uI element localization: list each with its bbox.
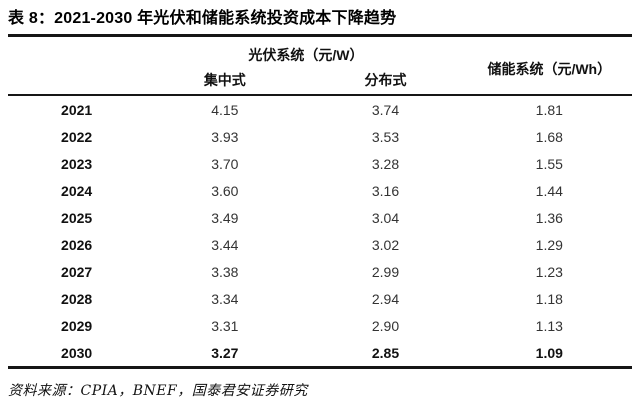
table-row: 2029 3.31 2.90 1.13	[8, 312, 632, 339]
year-cell: 2030	[61, 344, 93, 361]
year-cell: 2029	[61, 317, 93, 334]
centralized-value-cell: 3.38	[211, 263, 239, 280]
distributed-value-cell: 3.74	[371, 101, 400, 118]
distributed-value-cell: 3.28	[371, 155, 400, 172]
distributed-value-cell: 2.85	[371, 344, 400, 361]
distributed-value-cell: 2.99	[371, 263, 400, 280]
year-cell: 2027	[61, 263, 93, 280]
table-row: 2030 3.27 2.85 1.09	[8, 339, 632, 366]
distributed-value-cell: 3.53	[371, 128, 400, 145]
year-cell: 2021	[61, 101, 93, 118]
centralized-value-cell: 3.44	[211, 236, 239, 253]
centralized-value-cell: 3.93	[211, 128, 239, 145]
header-storage-system: 储能系统（元/Wh）	[487, 60, 612, 77]
centralized-value-cell: 4.15	[211, 101, 239, 118]
centralized-value-cell: 3.49	[211, 209, 239, 226]
storage-value-cell: 1.68	[535, 128, 563, 145]
table-row: 2024 3.60 3.16 1.44	[8, 177, 632, 204]
distributed-value-cell: 2.90	[371, 317, 400, 334]
storage-value-cell: 1.81	[535, 101, 563, 118]
header-centralized: 集中式	[203, 72, 246, 88]
year-cell: 2023	[61, 155, 93, 172]
table-row: 2026 3.44 3.02 1.29	[8, 231, 632, 258]
table-row: 2022 3.93 3.53 1.68	[8, 123, 632, 150]
centralized-value-cell: 3.31	[211, 317, 239, 334]
centralized-value-cell: 3.27	[211, 344, 239, 361]
storage-value-cell: 1.36	[535, 209, 563, 226]
storage-value-cell: 1.18	[535, 290, 563, 307]
distributed-value-cell: 3.04	[371, 209, 400, 226]
year-cell: 2025	[61, 209, 93, 226]
centralized-value-cell: 3.34	[211, 290, 239, 307]
table-title: 表 8：2021-2030 年光伏和储能系统投资成本下降趋势	[8, 10, 397, 27]
header-rule	[8, 94, 632, 96]
table-body: 2021 4.15 3.74 1.81 2022 3.93 3.53 1.68 …	[8, 96, 632, 366]
year-cell: 2022	[61, 128, 93, 145]
header-distributed: 分布式	[364, 72, 407, 88]
storage-value-cell: 1.09	[535, 344, 563, 361]
table-header: 光伏系统（元/W） 储能系统（元/Wh） 集中式 分布式	[8, 37, 632, 94]
distributed-value-cell: 2.94	[371, 290, 400, 307]
table-row: 2025 3.49 3.04 1.36	[8, 204, 632, 231]
source-note: 资料来源：CPIA，BNEF，国泰君安证券研究	[8, 383, 308, 399]
title-rule	[8, 34, 632, 37]
table-row: 2027 3.38 2.99 1.23	[8, 258, 632, 285]
header-pv-group: 光伏系统（元/W）	[248, 46, 364, 63]
table-row: 2021 4.15 3.74 1.81	[8, 96, 632, 123]
year-cell: 2024	[61, 182, 93, 199]
year-cell: 2028	[61, 290, 93, 307]
distributed-value-cell: 3.02	[371, 236, 400, 253]
centralized-value-cell: 3.60	[211, 182, 239, 199]
storage-value-cell: 1.23	[535, 263, 563, 280]
bottom-rule	[8, 366, 632, 369]
table-row: 2023 3.70 3.28 1.55	[8, 150, 632, 177]
storage-value-cell: 1.13	[535, 317, 563, 334]
centralized-value-cell: 3.70	[211, 155, 239, 172]
table-row: 2028 3.34 2.94 1.18	[8, 285, 632, 312]
storage-value-cell: 1.55	[535, 155, 563, 172]
storage-value-cell: 1.44	[535, 182, 563, 199]
distributed-value-cell: 3.16	[371, 182, 400, 199]
storage-value-cell: 1.29	[535, 236, 563, 253]
year-cell: 2026	[61, 236, 93, 253]
